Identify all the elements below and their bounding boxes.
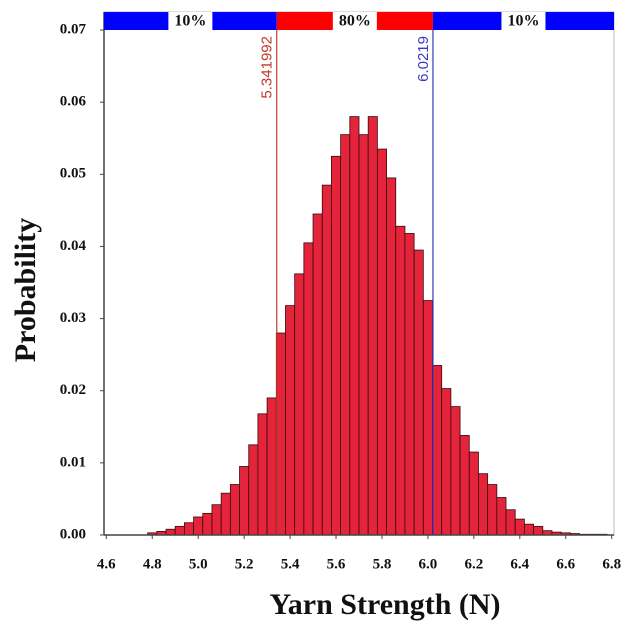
bar	[211, 504, 222, 536]
bar	[340, 134, 351, 536]
band-label: 10%	[507, 13, 539, 30]
bar	[468, 451, 479, 536]
x-tick-label: 4.6	[97, 556, 116, 572]
x-tick-label: 5.0	[189, 556, 208, 572]
bar	[174, 525, 185, 536]
bar	[239, 466, 250, 536]
bar	[505, 509, 516, 536]
bar	[275, 332, 286, 536]
x-tick-label: 6.2	[464, 556, 483, 572]
bar	[413, 249, 424, 536]
band-label-bg	[332, 12, 377, 30]
y-tick-label: 0.02	[60, 382, 86, 398]
x-tick-label: 6.8	[602, 556, 621, 572]
bar	[422, 300, 433, 536]
bar	[395, 225, 406, 536]
bar	[312, 213, 323, 536]
x-tick-label: 6.0	[419, 556, 438, 572]
bar	[478, 473, 489, 536]
x-tick-label: 5.8	[373, 556, 392, 572]
bar	[193, 516, 204, 536]
band-label-bg	[168, 12, 213, 30]
bar	[165, 528, 176, 536]
x-tick-label: 5.6	[327, 556, 346, 572]
x-tick-label: 6.4	[510, 556, 529, 572]
bar	[524, 523, 534, 536]
bar	[459, 435, 470, 536]
bar	[248, 444, 259, 536]
x-tick-label: 5.2	[235, 556, 254, 572]
y-tick-label: 0.04	[60, 238, 87, 254]
y-tick-label: 0.07	[60, 21, 87, 37]
bar	[229, 484, 240, 536]
bar	[487, 484, 498, 536]
y-tick-label: 0.00	[60, 526, 86, 542]
bar	[533, 525, 544, 536]
bar	[450, 406, 461, 536]
x-tick-label: 4.8	[143, 556, 162, 572]
bar	[303, 242, 314, 536]
bar	[432, 365, 443, 536]
y-axis-title: Probability	[9, 218, 42, 362]
bar	[220, 492, 231, 536]
bar	[514, 518, 525, 536]
cut-label: 6.0219	[415, 36, 432, 82]
bar	[285, 305, 296, 536]
cut-label: 5.341992	[259, 36, 276, 99]
bar	[266, 397, 277, 536]
bar	[349, 116, 360, 536]
bar	[404, 233, 415, 536]
band-label: 80%	[339, 13, 371, 30]
bar	[496, 497, 507, 536]
bar	[321, 184, 332, 536]
bar	[367, 116, 378, 536]
band-label-bg	[501, 12, 546, 30]
y-tick-label: 0.03	[60, 310, 86, 326]
band-label: 10%	[174, 13, 206, 30]
bar	[441, 388, 452, 536]
bar	[294, 273, 305, 536]
bar	[376, 148, 387, 536]
bar	[202, 512, 213, 536]
x-tick-label: 6.6	[556, 556, 575, 572]
bar	[257, 413, 268, 536]
x-axis-title: Yarn Strength (N)	[269, 588, 500, 621]
bar	[331, 155, 342, 536]
bar	[386, 177, 397, 536]
x-tick-label: 5.4	[281, 556, 300, 572]
bar	[184, 522, 194, 536]
y-tick-label: 0.05	[60, 166, 86, 182]
y-tick-label: 0.06	[60, 94, 87, 110]
bar	[358, 134, 369, 536]
y-tick-label: 0.01	[60, 454, 86, 470]
